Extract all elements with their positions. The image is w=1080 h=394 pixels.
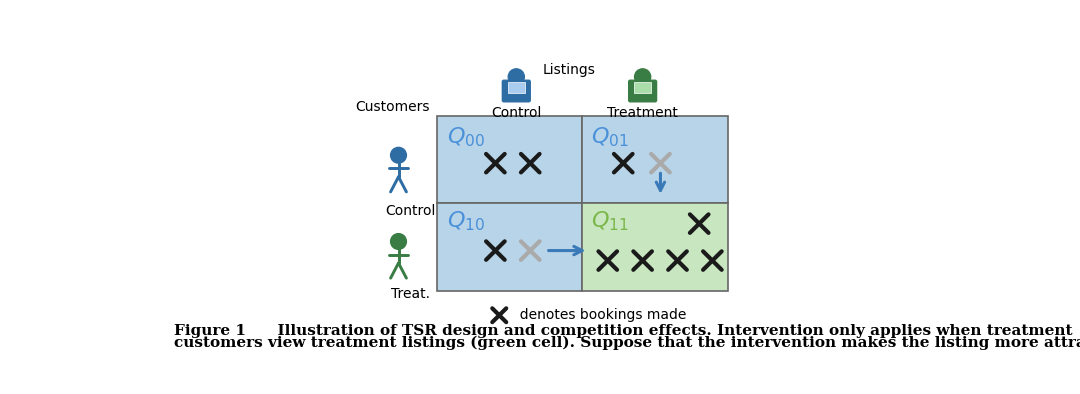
Text: Customers: Customers [355,100,430,114]
Text: $\mathit{Q}_{11}$: $\mathit{Q}_{11}$ [592,209,630,232]
Text: Treat.: Treat. [391,287,430,301]
Circle shape [635,69,650,85]
FancyBboxPatch shape [502,80,530,102]
Text: $\mathit{Q}_{01}$: $\mathit{Q}_{01}$ [592,125,630,149]
Text: Figure 1      Illustration of TSR design and competition effects. Intervention o: Figure 1 Illustration of TSR design and … [174,323,1072,338]
Text: Treatment: Treatment [607,106,678,121]
Bar [634,82,651,93]
Bar [582,116,728,203]
Circle shape [391,147,406,163]
FancyBboxPatch shape [629,80,657,102]
Text: $\mathit{Q}_{00}$: $\mathit{Q}_{00}$ [446,125,485,149]
Text: Control: Control [491,106,541,121]
Bar [508,82,525,93]
Circle shape [509,69,525,85]
Circle shape [391,234,406,249]
Text: customers view treatment listings (green cell). Suppose that the intervention ma: customers view treatment listings (green… [174,336,1080,350]
Text: $\mathit{Q}_{10}$: $\mathit{Q}_{10}$ [446,209,485,232]
Text: denotes bookings made: denotes bookings made [511,308,686,322]
Text: Listings: Listings [542,63,595,76]
Bar [437,116,582,203]
Bar [582,203,728,291]
Text: Control: Control [384,204,435,217]
Bar [437,203,582,291]
